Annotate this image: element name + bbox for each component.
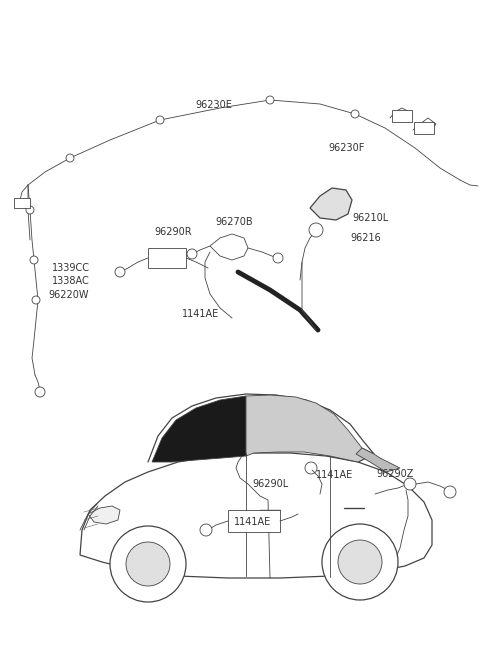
Polygon shape [148, 248, 186, 268]
Circle shape [444, 486, 456, 498]
Polygon shape [210, 234, 248, 260]
Circle shape [187, 249, 197, 259]
Polygon shape [356, 448, 400, 472]
Circle shape [266, 96, 274, 104]
Circle shape [404, 478, 416, 490]
Text: 96290L: 96290L [252, 479, 288, 489]
Text: 96290R: 96290R [154, 227, 192, 237]
Circle shape [32, 296, 40, 304]
FancyBboxPatch shape [392, 110, 412, 122]
Text: 1339CC: 1339CC [52, 263, 90, 273]
Circle shape [200, 524, 212, 536]
Circle shape [338, 540, 382, 584]
Text: 96230F: 96230F [328, 143, 364, 153]
Text: 1141AE: 1141AE [316, 470, 353, 480]
Text: 96220W: 96220W [48, 290, 88, 300]
Text: 96210L: 96210L [352, 213, 388, 223]
Polygon shape [246, 395, 374, 462]
Circle shape [66, 154, 74, 162]
Text: 96290Z: 96290Z [376, 469, 413, 479]
Text: 1141AE: 1141AE [182, 309, 219, 319]
Polygon shape [152, 396, 246, 462]
Circle shape [156, 116, 164, 124]
Text: 1338AC: 1338AC [52, 276, 90, 286]
Circle shape [110, 526, 186, 602]
Circle shape [305, 462, 317, 474]
FancyBboxPatch shape [414, 122, 434, 134]
Circle shape [35, 387, 45, 397]
Text: 1141AE: 1141AE [234, 517, 271, 527]
Polygon shape [228, 510, 280, 532]
Polygon shape [88, 506, 120, 524]
Circle shape [309, 223, 323, 237]
Polygon shape [80, 453, 432, 578]
Circle shape [351, 110, 359, 118]
Circle shape [115, 267, 125, 277]
FancyBboxPatch shape [14, 198, 30, 208]
Circle shape [322, 524, 398, 600]
Circle shape [273, 253, 283, 263]
Polygon shape [310, 188, 352, 220]
Circle shape [26, 206, 34, 214]
Circle shape [126, 542, 170, 586]
Text: 96216: 96216 [350, 233, 381, 243]
Circle shape [30, 256, 38, 264]
Text: 96270B: 96270B [215, 217, 252, 227]
Text: 96230E: 96230E [195, 100, 232, 110]
